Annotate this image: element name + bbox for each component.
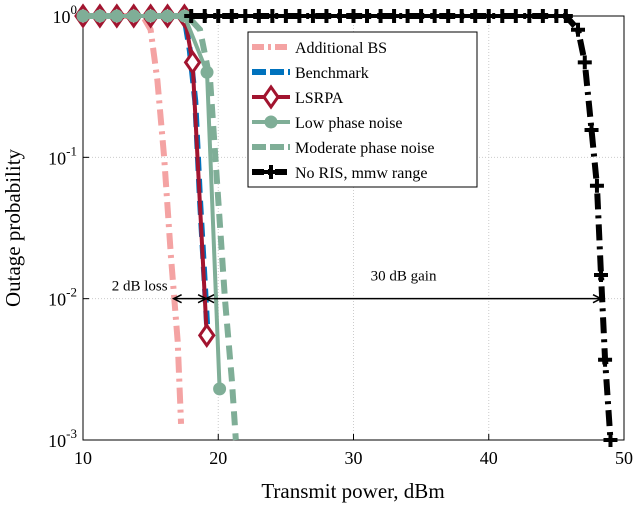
series-line	[83, 13, 185, 425]
data-point	[577, 55, 592, 70]
data-point	[278, 9, 293, 23]
y-tick-label: 100	[53, 2, 78, 27]
legend-label: LSRPA	[295, 90, 344, 107]
data-point	[184, 9, 199, 23]
annotation-text: 2 dB loss	[112, 279, 168, 295]
y-axis-label: Outage probability	[1, 148, 25, 307]
data-point	[522, 9, 537, 23]
legend-marker	[262, 84, 280, 110]
data-point	[305, 9, 320, 23]
data-point	[535, 9, 550, 23]
x-tick-label: 50	[615, 448, 633, 468]
legend-label: No RIS, mmw range	[295, 165, 427, 182]
arrow-head	[204, 293, 603, 304]
data-point	[495, 9, 510, 23]
data-point	[373, 9, 388, 23]
data-point	[594, 268, 609, 283]
y-tick-label: 10-3	[48, 426, 77, 451]
data-point	[481, 9, 496, 23]
data-point	[427, 9, 442, 23]
data-point	[589, 178, 604, 193]
data-point	[441, 9, 456, 23]
y-tick-label: 10-2	[48, 285, 77, 310]
data-point	[558, 9, 573, 23]
legend-box	[247, 31, 478, 188]
legend-label: Additional BS	[295, 40, 387, 57]
data-point	[332, 9, 347, 23]
x-tick-label: 20	[209, 448, 227, 468]
data-point	[387, 9, 402, 23]
legend-label: Low phase noise	[295, 115, 403, 132]
series-line	[83, 13, 239, 441]
data-point	[414, 9, 429, 23]
data-point	[584, 123, 599, 138]
data-point	[508, 9, 523, 23]
data-point	[251, 9, 266, 23]
data-point	[360, 9, 375, 23]
x-axis-label: Transmit power, dBm	[261, 479, 444, 503]
data-point	[197, 9, 212, 23]
legend-marker	[264, 115, 278, 129]
legend-label: Moderate phase noise	[295, 140, 435, 157]
data-point	[265, 9, 280, 23]
data-point	[292, 9, 307, 23]
legend-label: Benchmark	[295, 65, 369, 82]
x-tick-label: 30	[345, 448, 363, 468]
data-point	[598, 352, 613, 367]
data-point	[571, 22, 586, 37]
data-point	[238, 9, 253, 23]
data-point	[603, 433, 618, 447]
legend-marker	[264, 165, 278, 179]
data-point	[213, 382, 227, 396]
y-tick-label: 10-1	[48, 143, 77, 168]
data-point	[224, 9, 239, 23]
annotation-text: 30 dB gain	[371, 269, 437, 285]
data-point	[454, 9, 469, 23]
data-point	[319, 9, 334, 23]
data-point	[183, 49, 202, 75]
data-point	[346, 9, 361, 23]
data-point	[468, 9, 483, 23]
data-point	[400, 9, 415, 23]
x-tick-label: 10	[74, 448, 92, 468]
data-point	[197, 322, 216, 348]
data-point	[211, 9, 226, 23]
x-tick-label: 40	[480, 448, 498, 468]
